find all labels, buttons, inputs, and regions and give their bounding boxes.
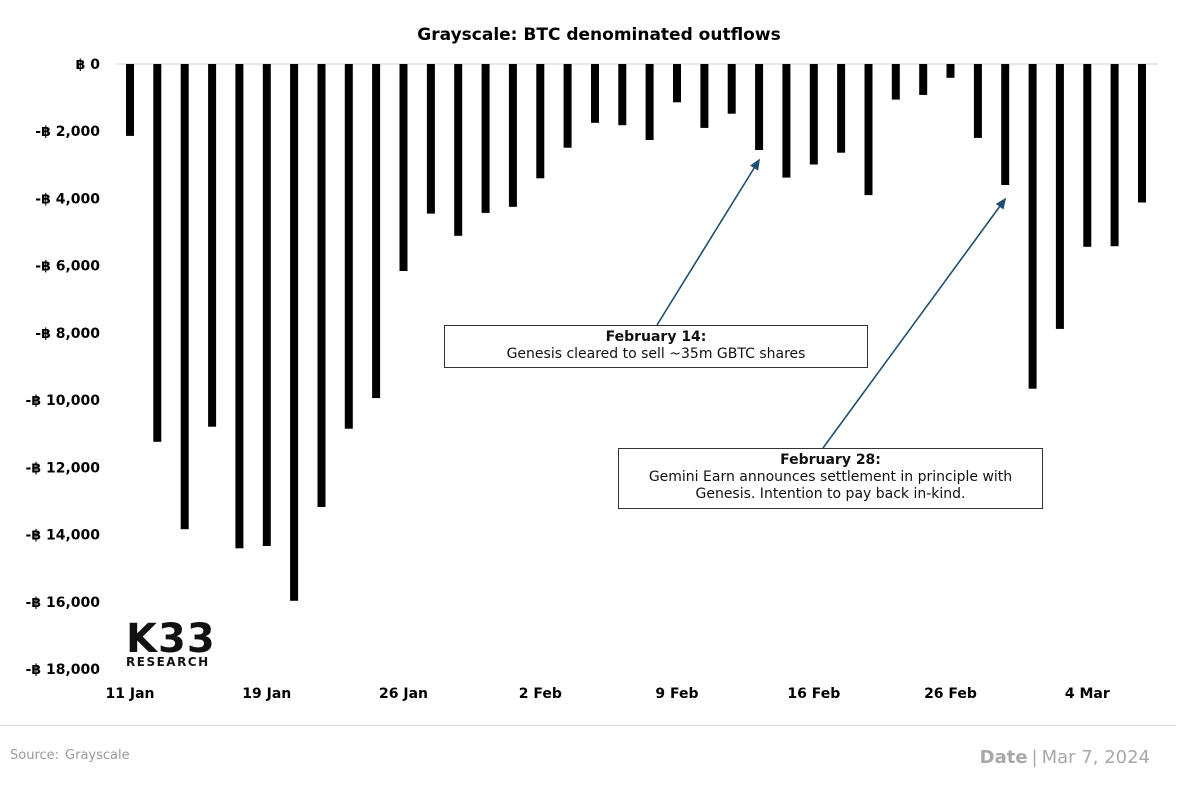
bar-17-jan bbox=[208, 64, 217, 427]
y-tick-label: -฿ 8,000 bbox=[35, 326, 100, 342]
bar-26-feb bbox=[946, 64, 955, 78]
bar-13-feb bbox=[727, 64, 736, 114]
bar-26-jan bbox=[399, 64, 408, 271]
bar-2-feb bbox=[536, 64, 545, 179]
x-tick-label: 26 Jan bbox=[379, 686, 428, 702]
bar-21-feb bbox=[864, 64, 873, 196]
bar-15-feb bbox=[782, 64, 791, 178]
date-note: Date | Mar 7, 2024 bbox=[980, 747, 1150, 768]
bar-5-feb bbox=[563, 64, 572, 148]
bar-12-feb bbox=[700, 64, 709, 128]
annotation-feb14-heading: February 14: bbox=[605, 329, 707, 345]
y-tick-label: -฿ 10,000 bbox=[26, 393, 101, 409]
annotation-feb28: February 28: Gemini Earn announces settl… bbox=[618, 448, 1043, 509]
bar-11-jan bbox=[126, 64, 134, 136]
annotation-arrow-feb28 bbox=[822, 197, 1007, 449]
bar-23-jan bbox=[317, 64, 326, 507]
bar-4-mar bbox=[1083, 64, 1092, 247]
date-value: Mar 7, 2024 bbox=[1041, 747, 1150, 768]
annotation-feb14: February 14: Genesis cleared to sell ~35… bbox=[444, 325, 868, 368]
bar-23-feb bbox=[919, 64, 928, 95]
annotation-feb14-text: Genesis cleared to sell ~35m GBTC shares bbox=[506, 346, 806, 362]
bar-16-feb bbox=[809, 64, 818, 165]
y-tick-label: -฿ 4,000 bbox=[35, 191, 100, 207]
chart-title: Grayscale: BTC denominated outflows bbox=[417, 25, 780, 45]
bar-6-mar bbox=[1138, 64, 1146, 203]
x-tick-label: 26 Feb bbox=[924, 686, 977, 702]
bar-12-jan bbox=[153, 64, 162, 442]
x-tick-label: 2 Feb bbox=[519, 686, 562, 702]
x-tick-label: 11 Jan bbox=[106, 686, 155, 702]
bar-27-feb bbox=[973, 64, 982, 138]
bar-22-jan bbox=[290, 64, 299, 601]
bar-7-feb bbox=[618, 64, 627, 126]
x-tick-label: 9 Feb bbox=[655, 686, 698, 702]
k33-research-logo: K33 RESEARCH bbox=[126, 616, 230, 669]
bar-5-mar bbox=[1110, 64, 1119, 247]
bar-29-feb bbox=[1028, 64, 1037, 389]
date-separator: | bbox=[1031, 747, 1038, 768]
y-tick-label: -฿ 12,000 bbox=[26, 460, 101, 476]
y-tick-label: -฿ 18,000 bbox=[26, 662, 101, 678]
footer-divider bbox=[0, 725, 1176, 726]
bar-1-mar bbox=[1055, 64, 1064, 329]
bar-22-feb bbox=[891, 64, 900, 100]
annotation-feb28-heading: February 28: bbox=[780, 452, 881, 468]
y-tick-label: -฿ 6,000 bbox=[35, 259, 100, 275]
logo-subtitle: RESEARCH bbox=[126, 655, 210, 669]
bar-30-jan bbox=[454, 64, 463, 236]
bar-chart: Grayscale: BTC denominated outflows ฿ 0 -… bbox=[26, 25, 1158, 702]
x-tick-label: 4 Mar bbox=[1065, 686, 1110, 702]
x-tick-label: 19 Jan bbox=[242, 686, 291, 702]
y-tick-label: -฿ 2,000 bbox=[35, 124, 100, 140]
source-note: Source: Grayscale bbox=[10, 748, 130, 763]
bar-19-jan bbox=[262, 64, 271, 546]
y-tick-label: ฿ 0 bbox=[76, 57, 101, 73]
bar-6-feb bbox=[591, 64, 599, 123]
logo-mark: K33 bbox=[126, 616, 216, 662]
bar-29-jan bbox=[426, 64, 435, 214]
bar-31-jan bbox=[481, 64, 490, 213]
y-tick-label: -฿ 16,000 bbox=[26, 595, 101, 611]
date-label: Date bbox=[979, 747, 1028, 768]
bar-9-feb bbox=[673, 64, 681, 103]
annotation-feb28-text: Gemini Earn announces settlement in prin… bbox=[648, 469, 1013, 502]
bar-8-feb bbox=[645, 64, 654, 140]
x-tick-label: 16 Feb bbox=[787, 686, 840, 702]
bar-16-jan bbox=[180, 64, 189, 530]
bar-28-feb bbox=[1001, 64, 1010, 185]
bar-14-feb bbox=[755, 64, 764, 150]
source-value: Grayscale bbox=[65, 748, 130, 763]
annotation-arrow-feb14 bbox=[656, 158, 760, 326]
bar-20-feb bbox=[837, 64, 846, 153]
bar-18-jan bbox=[235, 64, 244, 549]
bar-25-jan bbox=[372, 64, 381, 399]
bar-1-feb bbox=[508, 64, 517, 207]
y-tick-label: -฿ 14,000 bbox=[26, 528, 101, 544]
source-label: Source: bbox=[10, 748, 60, 763]
bar-24-jan bbox=[344, 64, 353, 429]
